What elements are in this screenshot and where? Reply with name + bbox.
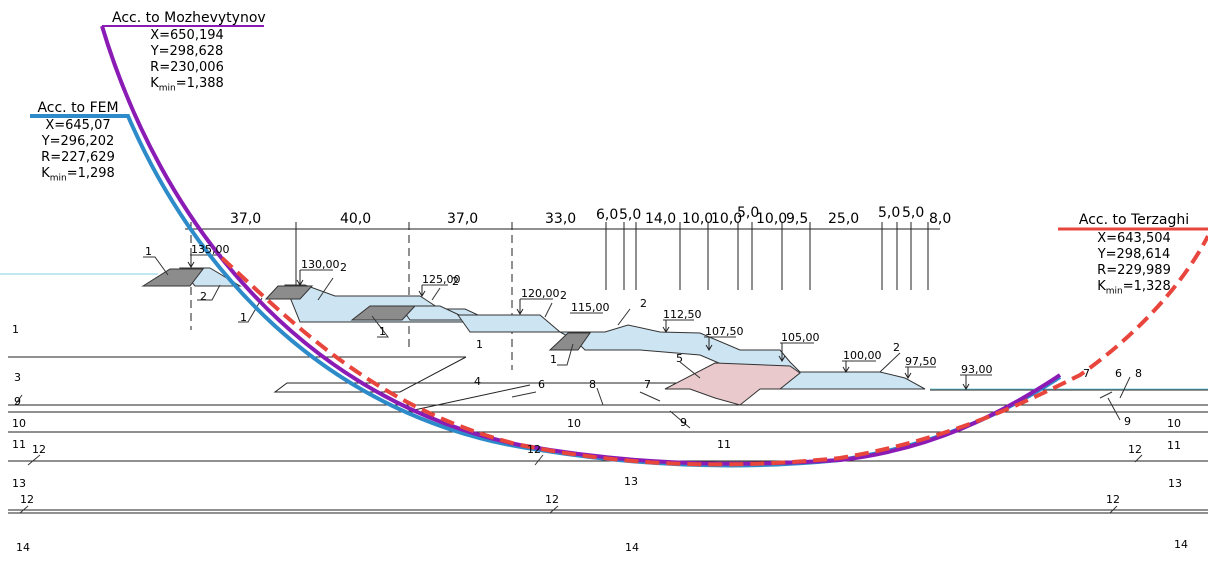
fem-r: R=227,629 [41,150,115,165]
dimension-label: 5,0 [619,207,642,223]
embankment-fill [178,267,926,390]
zone-label: 7 [1083,367,1090,380]
zone-label: 1 [145,245,152,258]
zone-label: 6 [538,378,545,391]
terzaghi-k: Kmin=1,328 [1097,279,1171,297]
dimension-label: 14,0 [645,211,677,227]
zone-label: 11 [1167,439,1181,452]
dimension-label: 9,5 [786,211,809,227]
zone-label: 11 [12,438,26,451]
dimension-label: 37,0 [447,211,479,227]
zone-label: 2 [560,289,567,302]
zone-label: 1 [240,311,247,324]
zone-label: 1 [379,325,386,338]
zone-label: 12 [20,493,34,506]
dimension-label: 10,0 [682,211,714,227]
mozhevytynov-r: R=230,006 [150,60,224,75]
terzaghi-x: X=643,504 [1097,231,1171,246]
zone-label: 13 [12,477,26,490]
terzaghi-r: R=229,989 [1097,263,1171,278]
zone-label: 2 [640,297,647,310]
zone-label: 2 [340,261,347,274]
zone-label: 12 [527,443,541,456]
dimension-line [185,222,940,370]
zone-label: 8 [1135,367,1142,380]
dimension-label: 5,0 [902,205,925,221]
terzaghi-info: Acc. to Terzaghi X=643,504 Y=298,614 R=2… [1064,212,1204,300]
dimension-label: 33,0 [545,211,577,227]
zone-label: 4 [474,375,481,388]
elevation-arrows [187,255,970,390]
dimension-label: 40,0 [340,211,372,227]
zone-label: 9 [1124,415,1131,428]
zone-label: 2 [893,341,900,354]
leader-lines [14,254,1143,514]
zone-label: 13 [1168,477,1182,490]
dimension-label: 5,0 [737,205,760,221]
terzaghi-y: Y=298,614 [1097,247,1171,262]
elevation-label: 97,50 [905,355,937,368]
mozhevytynov-k: Kmin=1,388 [150,76,224,94]
zone-label: 14 [1174,538,1188,551]
dimension-label: 6,0 [596,207,619,223]
zone-label: 12 [32,443,46,456]
zone-label: 13 [624,475,638,488]
elevation-label: 105,00 [781,331,820,344]
elevation-label: 93,00 [961,363,993,376]
core-zone [664,362,801,406]
elevation-label: 120,00 [521,287,560,300]
zone-label: 14 [16,541,30,554]
dimension-label: 37,0 [230,211,262,227]
elevation-label: 107,50 [705,325,744,338]
mozhevytynov-y: Y=298,628 [150,44,224,59]
dimension-label: 8,0 [929,211,952,227]
zone-label: 12 [1106,493,1120,506]
grey-blocks [141,268,591,351]
fem-k: Kmin=1,298 [41,166,115,184]
dimension-label: 10,0 [711,211,743,227]
elevation-label: 100,00 [843,349,882,362]
zone-label: 2 [452,275,459,288]
zone-label: 12 [1128,443,1142,456]
elevation-label: 130,00 [301,258,340,271]
zone-label: 1 [550,353,557,366]
zone-label: 10 [12,417,26,430]
mozhevytynov-title: Acc. to Mozhevytynov [112,10,266,26]
zone-label: 3 [14,371,21,384]
zone-label: 10 [1167,417,1181,430]
elevation-label: 125,00 [422,273,461,286]
zone-label: 1 [476,338,483,351]
zone-label: 11 [717,438,731,451]
mozhevytynov-x: X=650,194 [150,28,224,43]
fem-info: Acc. to FEM X=645,07 Y=296,202 R=227,629… [28,100,128,187]
zone-label: 1 [12,323,19,336]
zone-label: 10 [567,417,581,430]
layer-boundaries [8,356,1208,514]
dimension-label: 5,0 [878,205,901,221]
zone-label: 12 [545,493,559,506]
zone-label: 5 [676,352,683,365]
zone-label: 2 [200,290,207,303]
zone-label: 14 [625,541,639,554]
terzaghi-title: Acc. to Terzaghi [1078,212,1190,228]
fem-x: X=645,07 [45,118,111,133]
elevation-label: 135,00 [191,243,230,256]
elevation-label: 112,50 [663,308,702,321]
zone-label: 9 [14,395,21,408]
fem-title: Acc. to FEM [37,100,119,116]
elevation-label: 115,00 [571,301,610,314]
zone-label: 9 [680,416,687,429]
zone-label: 7 [644,378,651,391]
dimension-label: 25,0 [828,211,860,227]
mozhevytynov-info: Acc. to Mozhevytynov X=650,194 Y=298,628… [112,10,266,97]
zone-label: 6 [1115,367,1122,380]
dimension-label: 10,0 [756,211,788,227]
slip-surface-terzaghi [220,235,1208,467]
fem-y: Y=296,202 [41,134,115,149]
zone-label: 8 [589,378,596,391]
